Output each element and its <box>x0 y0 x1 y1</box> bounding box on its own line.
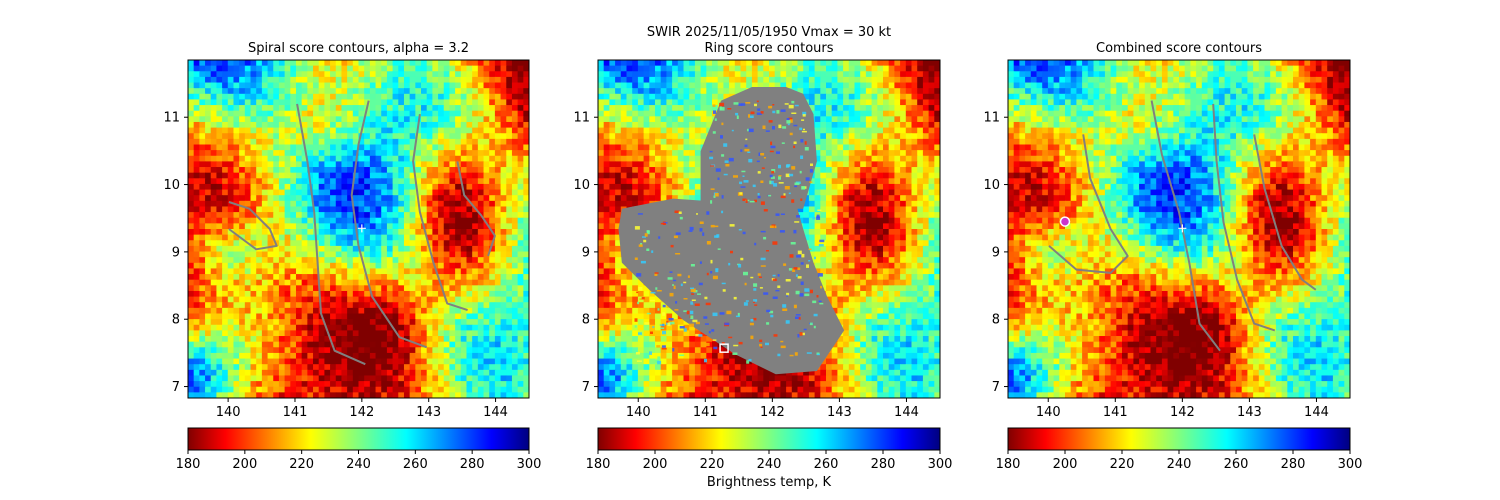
contour-line <box>296 103 366 366</box>
contour-line <box>1150 100 1221 352</box>
panel-3: Combined score contours 140 141 142 143 144 7 8… <box>983 41 1362 472</box>
axes-frame <box>597 59 941 399</box>
contours-1 <box>228 100 496 366</box>
x-tick-label: 143 <box>827 405 852 420</box>
colorbar-tick-label: 200 <box>1053 457 1078 472</box>
colorbar-gradient <box>1007 427 1351 451</box>
colorbar-tick-label: 180 <box>176 457 201 472</box>
colorbar-tick-label: 280 <box>871 457 896 472</box>
x-tick-label: 141 <box>693 405 718 420</box>
combined-center-marker <box>1059 216 1071 227</box>
y-tick-label: 9 <box>172 245 180 260</box>
colorbar-tick-label: 180 <box>586 457 611 472</box>
y-tick-label: 10 <box>983 178 1000 193</box>
colorbar-tick-label: 300 <box>1338 457 1363 472</box>
x-tick-label: 140 <box>1036 405 1061 420</box>
colorbar-tick-label: 280 <box>460 457 485 472</box>
panel-title: Combined score contours <box>1096 41 1262 56</box>
plot-area <box>598 60 940 398</box>
heatmap-3 <box>1008 60 1350 398</box>
x-tick-label: 144 <box>1304 405 1329 420</box>
x-tick-label: 143 <box>416 405 441 420</box>
y-tick-label: 9 <box>992 245 1000 260</box>
colorbar-tick-label: 240 <box>757 457 782 472</box>
center-plus-marker <box>357 224 366 233</box>
colorbar-gradient <box>597 427 941 451</box>
colorbar-tick-label: 180 <box>996 457 1021 472</box>
colorbar-tick-label: 220 <box>1110 457 1135 472</box>
colorbar-tick-label: 280 <box>1281 457 1306 472</box>
contour-line <box>228 201 278 251</box>
colorbar-tick-label: 200 <box>643 457 668 472</box>
panel-2: Ring score contours 140 141 142 143 144 7 8 9 10 1… <box>573 41 952 490</box>
panel-title: Ring score contours <box>704 41 833 56</box>
x-tick-label: 140 <box>216 405 241 420</box>
colorbar-tick-label: 220 <box>700 457 725 472</box>
x-tick-label: 142 <box>760 405 785 420</box>
colorbar-tick-label: 300 <box>928 457 953 472</box>
ring-center-marker <box>719 343 729 353</box>
x-tick-label: 140 <box>626 405 651 420</box>
contour-line <box>1253 134 1317 291</box>
y-tick-label: 7 <box>172 380 180 395</box>
y-tick-label: 10 <box>163 178 180 193</box>
y-tick-label: 7 <box>582 380 590 395</box>
heatmap-1 <box>188 60 529 398</box>
axes-frame <box>187 59 530 399</box>
y-tick-label: 10 <box>573 178 590 193</box>
y-tick-label: 8 <box>172 313 180 328</box>
x-tick-label: 144 <box>483 405 508 420</box>
y-tick-label: 8 <box>582 313 590 328</box>
colorbar-tick-label: 260 <box>1224 457 1249 472</box>
y-tick-label: 8 <box>992 313 1000 328</box>
y-tick-label: 11 <box>573 111 590 126</box>
colorbar-2: 180 200 220 240 260 280 300 Brightness temp, K <box>586 427 953 490</box>
contour-line <box>1048 134 1129 274</box>
colorbar-1: 180 200 220 240 260 280 300 <box>176 427 542 472</box>
x-tick-label: 142 <box>349 405 374 420</box>
figure-suptitle: SWIR 2025/11/05/1950 Vmax = 30 kt <box>647 25 891 40</box>
colorbar-tick-label: 260 <box>403 457 428 472</box>
colorbar-tick-label: 300 <box>517 457 542 472</box>
panel-title: Spiral score contours, alpha = 3.2 <box>248 41 469 56</box>
contours-3 <box>1048 100 1317 352</box>
center-plus-marker <box>1178 224 1187 233</box>
ring-mask <box>618 87 845 375</box>
colorbar-gradient <box>187 427 530 451</box>
contour-line <box>350 100 428 349</box>
contour-line <box>456 161 496 257</box>
contour-line <box>1212 103 1276 332</box>
y-tick-label: 11 <box>163 111 180 126</box>
x-tick-label: 141 <box>283 405 308 420</box>
colorbar-tick-label: 240 <box>1167 457 1192 472</box>
colorbar-label: Brightness temp, K <box>707 475 832 490</box>
axes-frame <box>1007 59 1351 399</box>
x-tick-label: 142 <box>1170 405 1195 420</box>
colorbar-tick-label: 240 <box>346 457 371 472</box>
x-tick-label: 143 <box>1237 405 1262 420</box>
ring-mask-upper <box>700 87 817 209</box>
colorbar-tick-label: 200 <box>232 457 257 472</box>
ring-mask-lower <box>618 198 845 375</box>
colorbar-3: 180 200 220 240 260 280 300 <box>996 427 1363 472</box>
x-tick-label: 144 <box>894 405 919 420</box>
x-tick-label: 141 <box>1103 405 1128 420</box>
plot-area <box>1008 60 1350 398</box>
panel-1: Spiral score contours, alpha = 3.2 140 141… <box>163 41 541 472</box>
contour-line <box>412 113 468 312</box>
plot-area <box>188 60 529 398</box>
y-tick-label: 11 <box>983 111 1000 126</box>
colorbar-tick-label: 220 <box>289 457 314 472</box>
y-tick-label: 9 <box>582 245 590 260</box>
colorbar-tick-label: 260 <box>814 457 839 472</box>
y-tick-label: 7 <box>992 380 1000 395</box>
